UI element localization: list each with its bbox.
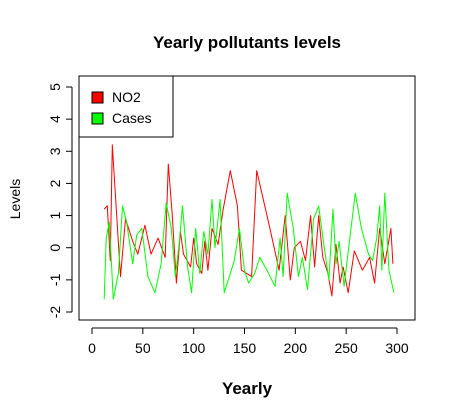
chart-title: Yearly pollutants levels: [153, 33, 341, 52]
x-tick-label: 150: [233, 340, 257, 356]
y-axis-label: Levels: [7, 179, 23, 219]
y-tick-label: 3: [47, 147, 63, 155]
y-tick-label: 1: [47, 211, 63, 219]
x-tick-label: 100: [182, 340, 206, 356]
x-tick-label: 0: [88, 340, 96, 356]
y-tick-label: 5: [47, 83, 63, 91]
x-tick-label: 300: [385, 340, 409, 356]
legend-box: [78, 75, 174, 138]
x-tick-label: 50: [135, 340, 151, 356]
y-tick-label: -1: [47, 273, 63, 286]
x-axis: 0 50 100 150 200 250 300: [88, 327, 409, 356]
legend: NO2 Cases: [78, 75, 174, 138]
plot-area-frame: [78, 75, 416, 321]
y-tick-label: 2: [47, 179, 63, 187]
x-tick-label: 250: [334, 340, 358, 356]
x-tick-label: 200: [284, 340, 308, 356]
y-axis: -2 -1 0 1 2 3 4 5: [47, 83, 73, 319]
y-tick-label: 4: [47, 115, 63, 123]
legend-label-no2: NO2: [112, 89, 141, 105]
y-tick-label: 0: [47, 244, 63, 252]
series-layer: [103, 144, 395, 300]
series-line-cases: [103, 192, 395, 300]
legend-label-cases: Cases: [112, 110, 152, 126]
x-axis-label: Yearly: [222, 379, 273, 398]
legend-swatch-cases: [91, 112, 104, 125]
y-tick-label: -2: [47, 306, 63, 319]
legend-swatch-no2: [91, 91, 104, 104]
